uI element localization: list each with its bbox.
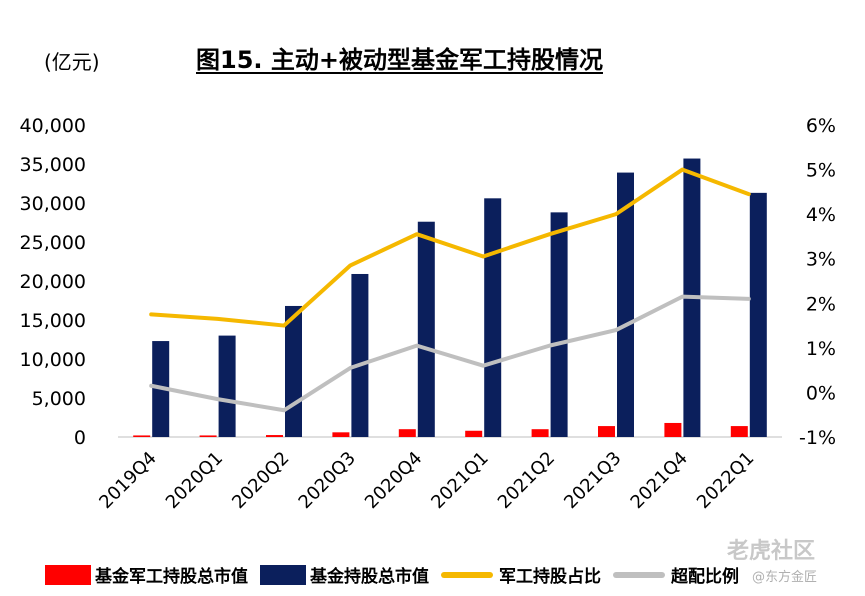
y-left-tick-label: 35,000 [20, 154, 86, 176]
bar-fund-value [417, 221, 435, 437]
y-right-tick-label: -1% [799, 427, 836, 449]
watermark-brand: 老虎社区 [727, 539, 816, 564]
bar-fund-value [218, 335, 236, 437]
bar-military-value [730, 426, 748, 437]
legend-swatch-overweight [613, 571, 665, 578]
legend-swatch-military-value [45, 564, 91, 585]
unit-label: (亿元) [44, 50, 100, 74]
y-left-tick-label: 25,000 [20, 232, 86, 254]
y-left-tick-label: 15,000 [20, 310, 86, 332]
y-left-tick-label: 0 [74, 427, 86, 449]
legend-item-fund-value: 基金持股总市值 [260, 562, 429, 587]
legend-label-military-share: 军工持股占比 [499, 567, 601, 587]
x-tick-label: 2022Q1 [693, 448, 758, 513]
legend-label-fund-value: 基金持股总市值 [310, 567, 429, 587]
bar-fund-value [749, 192, 767, 437]
x-tick-label: 2020Q3 [295, 448, 360, 513]
y-left-tick-label: 10,000 [20, 349, 86, 371]
legend-swatch-military-share [441, 571, 493, 578]
line-military-share [149, 167, 751, 328]
y-left-tick-label: 20,000 [20, 271, 86, 293]
bar-military-value [398, 429, 416, 437]
bar-military-value [664, 422, 682, 437]
bar-fund-value [550, 212, 568, 437]
legend-item-overweight: 超配比例 [613, 562, 739, 587]
chart-legend: 基金军工持股总市值 基金持股总市值 军工持股占比 超配比例 [45, 562, 751, 587]
x-tick-label: 2020Q2 [228, 448, 293, 513]
bar-military-value [465, 430, 483, 437]
bar-fund-value [484, 198, 502, 437]
legend-swatch-fund-value [260, 564, 306, 585]
bar-military-value [332, 432, 350, 437]
line-overweight [149, 294, 751, 413]
y-left-tick-label: 5,000 [32, 388, 86, 410]
watermark-handle: @东方金匠 [752, 570, 818, 585]
y-left-tick-label: 30,000 [20, 193, 86, 215]
bar-military-value [531, 429, 549, 437]
legend-item-military-share: 军工持股占比 [441, 562, 601, 587]
legend-label-overweight: 超配比例 [671, 567, 739, 587]
y-right-tick-label: 2% [806, 293, 836, 315]
x-tick-label: 2021Q1 [427, 448, 492, 513]
x-tick-label: 2021Q2 [494, 448, 559, 513]
bar-fund-value [617, 172, 634, 437]
y-right-tick-label: 1% [806, 338, 836, 360]
bar-fund-value [285, 305, 302, 437]
bar-military-value [266, 435, 283, 437]
y-right-tick-label: 4% [806, 204, 836, 226]
bar-military-value [133, 435, 151, 437]
x-tick-label: 2020Q1 [162, 448, 227, 513]
legend-item-military-value: 基金军工持股总市值 [45, 562, 248, 587]
x-tick-label: 2021Q4 [627, 448, 692, 513]
y-right-tick-label: 3% [806, 249, 836, 271]
x-tick-label: 2020Q4 [361, 448, 426, 513]
legend-label-military-value: 基金军工持股总市值 [95, 567, 248, 587]
y-right-tick-label: 6% [806, 115, 836, 137]
bar-fund-value [351, 273, 369, 437]
y-left-tick-label: 40,000 [20, 115, 86, 137]
chart-title: 图15. 主动+被动型基金军工持股情况 [196, 46, 603, 74]
y-right-tick-label: 5% [806, 160, 836, 182]
y-right-tick-label: 0% [806, 382, 836, 404]
x-tick-label: 2019Q4 [95, 448, 160, 513]
bar-military-value [598, 426, 615, 437]
x-tick-label: 2021Q3 [560, 448, 625, 513]
bar-military-value [199, 435, 217, 437]
